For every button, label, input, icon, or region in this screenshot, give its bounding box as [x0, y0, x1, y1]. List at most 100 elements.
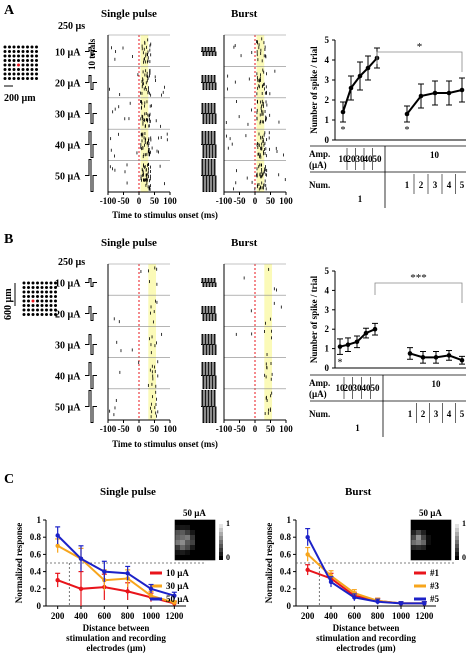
- stimulus-burst-icon: [201, 306, 217, 321]
- electrode-dot: [27, 308, 30, 312]
- amp-label: 10 µA: [55, 48, 81, 59]
- spike-chart-a: 0 1 2 3 4 5 Number of spike / trial * * *: [309, 35, 466, 145]
- heatmap-cell: [180, 525, 185, 530]
- y-tick-label: 2: [325, 324, 330, 334]
- colorbar-max: 1: [462, 519, 466, 528]
- amp-label: 30 µA: [55, 341, 81, 352]
- x-tick-label: 800: [121, 611, 135, 621]
- heatmap-cell: [436, 550, 441, 555]
- heatmap-cell: [441, 555, 446, 560]
- heatmap-cell: [185, 520, 190, 525]
- y-tick-label: 1: [287, 515, 292, 525]
- heatmap-cell: [195, 545, 200, 550]
- table-row-label: Amp.: [309, 378, 330, 388]
- heatmap-cell: [421, 525, 426, 530]
- y-tick-label: 2: [325, 95, 330, 105]
- raster-title-single-a: Single pulse: [101, 8, 157, 20]
- raster-title-burst-a: Burst: [231, 8, 258, 20]
- heatmap-cell: [210, 520, 215, 525]
- electrode-dot: [17, 72, 20, 76]
- raster-tick-label: -100: [216, 424, 233, 434]
- data-point: [363, 330, 369, 336]
- heatmap-cell: [195, 555, 200, 560]
- electrode-dot: [8, 68, 11, 71]
- heatmap-cell: [426, 540, 431, 545]
- electrode-dot: [35, 68, 38, 71]
- colorbar-step: [219, 548, 223, 552]
- colorbar-step: [455, 548, 459, 552]
- heatmap-cell: [416, 550, 421, 555]
- electrode-dot: [17, 63, 20, 67]
- x-tick-label: 200: [301, 611, 315, 621]
- heatmap-cell: [185, 540, 190, 545]
- data-point: [148, 593, 154, 598]
- raster-tick-label: 50: [150, 424, 160, 434]
- data-point: [459, 357, 465, 363]
- heatmap-cell: [446, 535, 451, 540]
- electrode-dot: [21, 59, 25, 62]
- electrode-dot: [17, 68, 20, 71]
- panel-b-label: B: [4, 232, 13, 247]
- heatmap-cell: [175, 540, 180, 545]
- table-num-single: 1: [358, 194, 363, 204]
- electrode-dot: [22, 304, 26, 307]
- amp-label: 40 µA: [55, 372, 81, 383]
- electrode-dot: [27, 290, 30, 294]
- electrode-dot: [12, 50, 16, 53]
- x-tick-label: 1200: [165, 611, 184, 621]
- y-tick-label: 3: [325, 305, 330, 315]
- heatmap-cell: [210, 550, 215, 555]
- heatmap-cell: [416, 540, 421, 545]
- table-num-value: 1: [408, 409, 413, 419]
- amp-label: 50 µA: [55, 403, 81, 414]
- heatmap-frame: [174, 519, 216, 561]
- electrode-dot: [8, 54, 11, 58]
- x-tick-label: 400: [324, 611, 338, 621]
- electrode-dot: [26, 63, 29, 67]
- heatmap-cell: [421, 530, 426, 535]
- x-tick-label: 1200: [415, 611, 434, 621]
- data-point: [365, 65, 371, 71]
- data-point: [337, 344, 343, 349]
- amp-label: 20 µA: [55, 310, 81, 321]
- heatmap-cell: [441, 520, 446, 525]
- heatmap-cell: [185, 535, 190, 540]
- array-scale-label-a: 200 µm: [4, 93, 36, 104]
- panel-a-label: A: [4, 3, 15, 18]
- colorbar-step: [219, 524, 223, 528]
- colorbar-step: [455, 556, 459, 560]
- stimulus-burst-icon: [201, 131, 217, 158]
- electrode-dot: [45, 308, 48, 312]
- electrode-dot: [22, 281, 26, 285]
- stimulus-burst-icon: [201, 334, 217, 355]
- electrode-dot: [3, 54, 7, 58]
- x-axis-label-line1: Distance between: [333, 623, 400, 633]
- electrode-dot: [8, 72, 11, 76]
- data-point: [422, 601, 427, 606]
- data-point: [172, 600, 177, 605]
- raster-tick-label: 100: [279, 424, 293, 434]
- heatmap-cell: [205, 520, 210, 525]
- heatmap-cell: [185, 555, 190, 560]
- y-tick-label: 0.8: [280, 532, 292, 542]
- amp-label: 30 µA: [55, 110, 81, 121]
- heatmap-cell: [200, 535, 205, 540]
- series-line: [306, 553, 425, 605]
- stimulus-pulse-icon: [85, 306, 97, 321]
- electrode-dot: [49, 286, 53, 289]
- table-amp-value: 20: [344, 383, 354, 393]
- stimulus-burst-icon: [201, 390, 217, 423]
- heatmap-cell: [426, 535, 431, 540]
- stimulus-burst-icon: [201, 278, 217, 287]
- raster-tick-label: -50: [118, 424, 130, 434]
- amp-labels-a: 10 µA 20 µA 30 µA 40 µA 50 µA: [55, 47, 217, 192]
- table-amp-value: 50: [371, 383, 381, 393]
- heatmap-cell: [436, 530, 441, 535]
- heatmap-cell: [426, 550, 431, 555]
- electrode-dot: [3, 59, 7, 62]
- table-amp-burst: 10: [432, 379, 442, 389]
- y-tick-label: 1: [325, 115, 330, 125]
- heatmap-cell: [205, 555, 210, 560]
- heatmap-cell: [416, 535, 421, 540]
- table-amp-value: 20: [347, 154, 357, 164]
